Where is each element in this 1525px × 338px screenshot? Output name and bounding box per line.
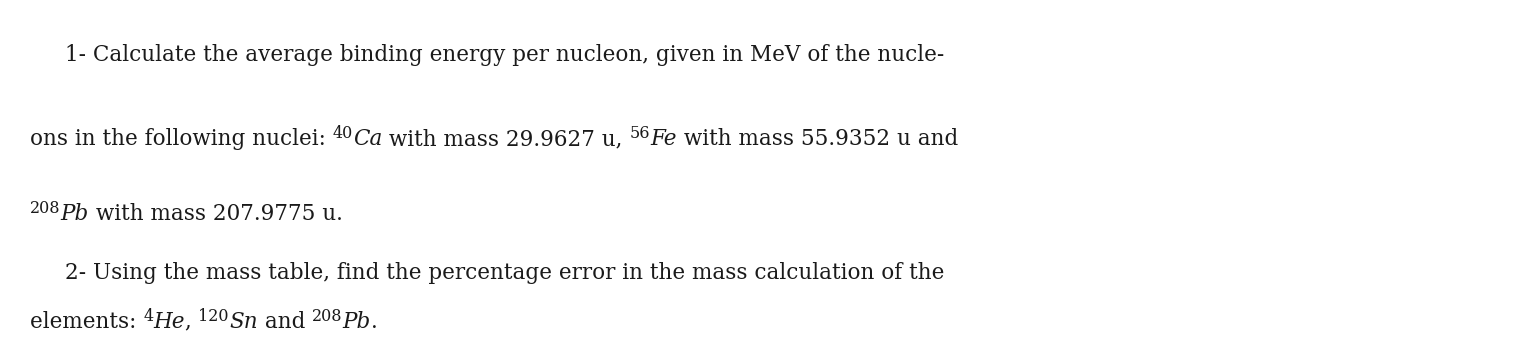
Text: Ca: Ca bbox=[352, 128, 383, 150]
Text: Fe: Fe bbox=[650, 128, 677, 150]
Text: Pb: Pb bbox=[61, 203, 88, 225]
Text: with mass 29.9627 u,: with mass 29.9627 u, bbox=[383, 128, 630, 150]
Text: 208: 208 bbox=[313, 308, 343, 325]
Text: ons in the following nuclei:: ons in the following nuclei: bbox=[30, 128, 332, 150]
Text: 56: 56 bbox=[630, 125, 650, 142]
Text: 2- Using the mass table, find the percentage error in the mass calculation of th: 2- Using the mass table, find the percen… bbox=[66, 262, 944, 284]
Text: .: . bbox=[371, 311, 377, 333]
Text: Sn: Sn bbox=[229, 311, 258, 333]
Text: Pb: Pb bbox=[343, 311, 371, 333]
Text: with mass 207.9775 u.: with mass 207.9775 u. bbox=[88, 203, 343, 225]
Text: 40: 40 bbox=[332, 125, 352, 142]
Text: 208: 208 bbox=[30, 200, 61, 217]
Text: 4: 4 bbox=[143, 308, 154, 325]
Text: 120: 120 bbox=[198, 308, 229, 325]
Text: ,: , bbox=[185, 311, 198, 333]
Text: elements:: elements: bbox=[30, 311, 143, 333]
Text: and: and bbox=[258, 311, 313, 333]
Text: He: He bbox=[154, 311, 185, 333]
Text: 1- Calculate the average binding energy per nucleon, given in MeV of the nucle-: 1- Calculate the average binding energy … bbox=[66, 44, 944, 66]
Text: with mass 55.9352 u and: with mass 55.9352 u and bbox=[677, 128, 958, 150]
